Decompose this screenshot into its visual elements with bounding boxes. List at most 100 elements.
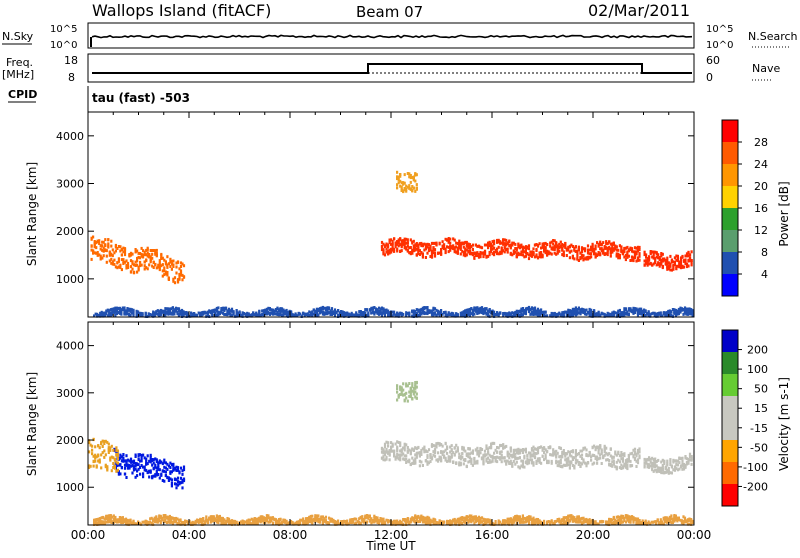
echo-cell bbox=[440, 250, 442, 253]
echo-cell bbox=[542, 255, 544, 258]
echo-cell bbox=[605, 447, 607, 450]
echo-cell bbox=[148, 476, 150, 479]
echo-cell bbox=[183, 466, 185, 469]
echo-cell bbox=[546, 450, 548, 453]
echo-cell bbox=[408, 459, 410, 462]
echo-cell bbox=[451, 456, 453, 459]
echo-cell bbox=[416, 173, 418, 176]
echo-cell bbox=[166, 468, 168, 471]
power-colorbar-label: Power [dB] bbox=[777, 181, 791, 246]
echo-cell bbox=[691, 263, 693, 266]
echo-cell bbox=[662, 468, 664, 471]
echo-cell bbox=[105, 453, 107, 456]
echo-cell bbox=[392, 242, 394, 245]
echo-cell bbox=[511, 464, 513, 467]
echo-cell bbox=[434, 253, 436, 256]
echo-cell bbox=[492, 460, 494, 463]
echo-cell bbox=[472, 449, 474, 452]
echo-cell bbox=[121, 466, 123, 469]
nsearch-label: N.Search bbox=[748, 30, 798, 43]
echo-cell bbox=[157, 464, 159, 467]
echo-cell bbox=[112, 462, 114, 465]
echo-cell bbox=[629, 460, 631, 463]
echo-cell bbox=[446, 445, 448, 448]
echo-cell bbox=[470, 458, 472, 461]
power-colorbar-swatches bbox=[722, 120, 738, 297]
echo-cell bbox=[211, 314, 213, 317]
echo-cell bbox=[523, 466, 525, 469]
echo-cell bbox=[183, 264, 185, 267]
colorbar-tick-label: 16 bbox=[754, 202, 768, 215]
echo-cell bbox=[410, 452, 412, 455]
echo-cell bbox=[408, 312, 410, 315]
echo-cell bbox=[551, 253, 553, 256]
nave-label: Nave bbox=[752, 62, 780, 75]
echo-cell bbox=[460, 463, 462, 466]
echo-cell bbox=[389, 454, 391, 457]
echo-cell bbox=[115, 446, 117, 449]
echo-cell bbox=[451, 448, 453, 451]
echo-cell bbox=[535, 249, 537, 252]
echo-cell bbox=[617, 249, 619, 252]
echo-cell bbox=[414, 180, 416, 183]
echo-cell bbox=[127, 266, 129, 269]
echo-cell bbox=[138, 269, 140, 272]
echo-cell bbox=[91, 244, 93, 247]
echo-cell bbox=[115, 244, 117, 247]
echo-cell bbox=[616, 245, 618, 248]
echo-cell bbox=[638, 255, 640, 258]
echo-cell bbox=[163, 480, 165, 483]
echo-cell bbox=[94, 460, 96, 463]
echo-cell bbox=[516, 249, 518, 252]
echo-cell bbox=[396, 384, 398, 387]
echo-cell bbox=[437, 451, 439, 454]
echo-cell bbox=[150, 469, 152, 472]
echo-cell bbox=[423, 446, 425, 449]
echo-cell bbox=[367, 314, 369, 317]
echo-cell bbox=[561, 455, 563, 458]
echo-cell bbox=[366, 308, 368, 311]
echo-cell bbox=[523, 455, 525, 458]
echo-cell bbox=[112, 248, 114, 251]
echo-cell bbox=[325, 516, 327, 519]
echo-cell bbox=[178, 471, 180, 474]
echo-cell bbox=[361, 515, 363, 518]
echo-cell bbox=[166, 255, 168, 258]
echo-cell bbox=[154, 263, 156, 266]
echo-cell bbox=[677, 256, 679, 259]
echo-cell bbox=[107, 238, 109, 241]
nsky-label: N.Sky bbox=[2, 30, 34, 43]
echo-cell bbox=[563, 250, 565, 253]
echo-cell bbox=[111, 445, 113, 448]
echo-cell bbox=[657, 253, 659, 256]
echo-cell bbox=[569, 256, 571, 259]
echo-cell bbox=[628, 255, 630, 258]
echo-cell bbox=[402, 382, 404, 385]
echo-cell bbox=[613, 242, 615, 245]
echo-cell bbox=[457, 251, 459, 254]
echo-cell bbox=[662, 265, 664, 268]
echo-cell bbox=[510, 447, 512, 450]
echo-cell bbox=[174, 276, 176, 279]
echo-cell bbox=[454, 454, 456, 457]
echo-cell bbox=[133, 271, 135, 274]
echo-cell bbox=[100, 442, 102, 445]
echo-cell bbox=[396, 186, 398, 189]
echo-cell bbox=[628, 457, 630, 460]
echo-cell bbox=[419, 464, 421, 467]
echo-cell bbox=[393, 250, 395, 253]
echo-cell bbox=[522, 460, 524, 463]
echo-cell bbox=[461, 452, 463, 455]
echo-cell bbox=[169, 466, 171, 469]
echo-cell bbox=[493, 242, 495, 245]
echo-cell bbox=[112, 254, 114, 257]
echo-cell bbox=[408, 184, 410, 187]
echo-cell bbox=[484, 250, 486, 253]
echo-cell bbox=[396, 399, 398, 402]
echo-cell bbox=[407, 446, 409, 449]
echo-cell bbox=[117, 469, 119, 472]
echo-cell bbox=[102, 445, 104, 448]
echo-cell bbox=[107, 246, 109, 249]
echo-cell bbox=[522, 451, 524, 454]
